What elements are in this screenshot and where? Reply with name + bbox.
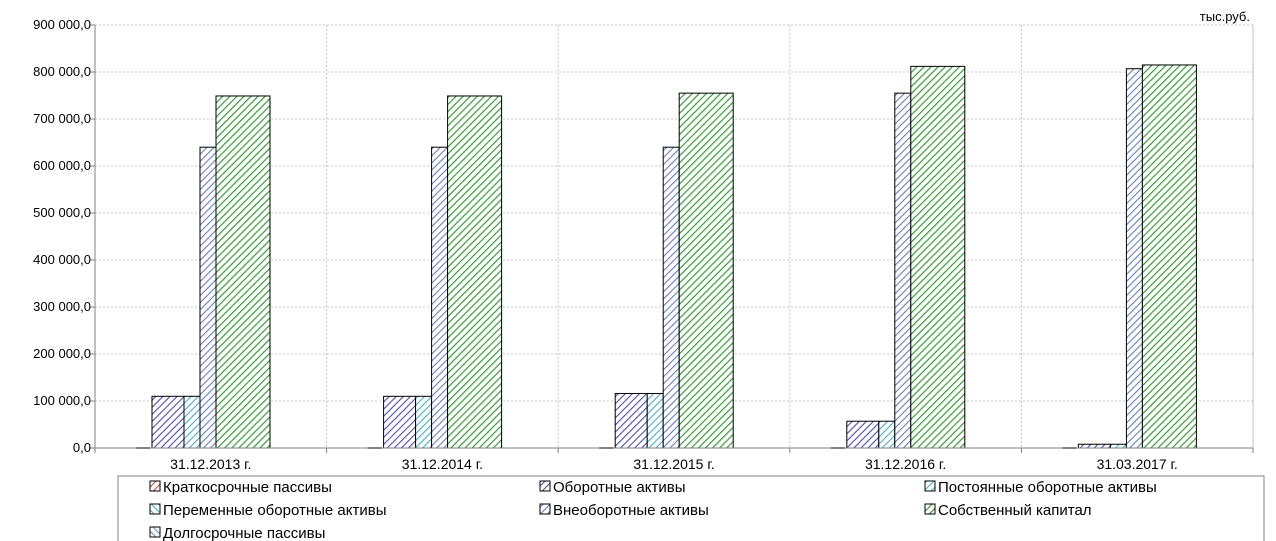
bar	[415, 395, 433, 449]
legend-label: Постоянные оборотные активы	[938, 479, 1157, 496]
bar	[199, 146, 217, 449]
gridlines	[95, 24, 1253, 448]
y-tick-label: 900 000,0	[33, 17, 91, 32]
y-tick-label: 300 000,0	[33, 299, 91, 314]
y-tick-label: 500 000,0	[33, 205, 91, 220]
legend-label: Собственный капитал	[938, 502, 1092, 519]
y-tick-label: 100 000,0	[33, 393, 91, 408]
legend-swatch	[539, 480, 551, 492]
axes	[94, 25, 1254, 449]
y-tick-labels: 0,0 100 000,0 200 000,0 300 000,0 400 000,0 5…	[33, 17, 95, 455]
bar	[383, 395, 417, 449]
bar	[894, 92, 912, 449]
legend-label: Оборотные активы	[553, 479, 685, 496]
legend-swatch	[149, 526, 161, 538]
bar	[614, 392, 648, 449]
legend-swatch	[924, 480, 936, 492]
bar	[662, 146, 680, 449]
bar	[1141, 64, 1197, 449]
legend-swatch	[149, 503, 161, 515]
bar	[183, 395, 201, 449]
legend-swatch	[924, 503, 936, 515]
bar	[1109, 443, 1127, 449]
x-tick-label: 31.12.2013 г.	[170, 456, 251, 472]
legend-label: Долгосрочные пассивы	[163, 525, 325, 541]
bar	[431, 146, 449, 449]
bar	[846, 420, 880, 449]
x-tick-label: 31.12.2015 г.	[633, 456, 714, 472]
legend-swatch	[539, 503, 551, 515]
bar	[151, 395, 185, 449]
bars	[136, 64, 1197, 449]
bar	[447, 95, 503, 449]
legend-label: Переменные оборотные активы	[163, 502, 386, 519]
legend: Краткосрочные пассивы Оборотные активы Пос…	[149, 479, 1157, 541]
bar	[1077, 443, 1111, 449]
x-tick-label: 31.12.2014 г.	[402, 456, 483, 472]
legend-swatch	[149, 480, 161, 492]
y-tick-label: 200 000,0	[33, 346, 91, 361]
x-tick-label: 31.03.2017 г.	[1097, 456, 1178, 472]
y-tick-label: 600 000,0	[33, 158, 91, 173]
y-tick-label: 0,0	[73, 440, 91, 455]
bar	[678, 92, 734, 449]
y-tick-label: 700 000,0	[33, 111, 91, 126]
x-tick-labels: 31.12.2013 г. 31.12.2014 г. 31.12.2015 г. 3…	[94, 448, 1254, 472]
y-tick-label: 800 000,0	[33, 64, 91, 79]
bar	[910, 65, 966, 449]
bar	[646, 392, 664, 449]
bar	[1125, 68, 1143, 449]
unit-label: тыс.руб.	[1200, 9, 1250, 24]
legend-label: Внеоборотные активы	[553, 502, 709, 519]
legend-box	[117, 475, 1265, 541]
y-tick-label: 400 000,0	[33, 252, 91, 267]
x-tick-label: 31.12.2016 г.	[865, 456, 946, 472]
legend-label: Краткосрочные пассивы	[163, 479, 332, 496]
bar	[215, 95, 271, 449]
bar	[878, 420, 896, 449]
